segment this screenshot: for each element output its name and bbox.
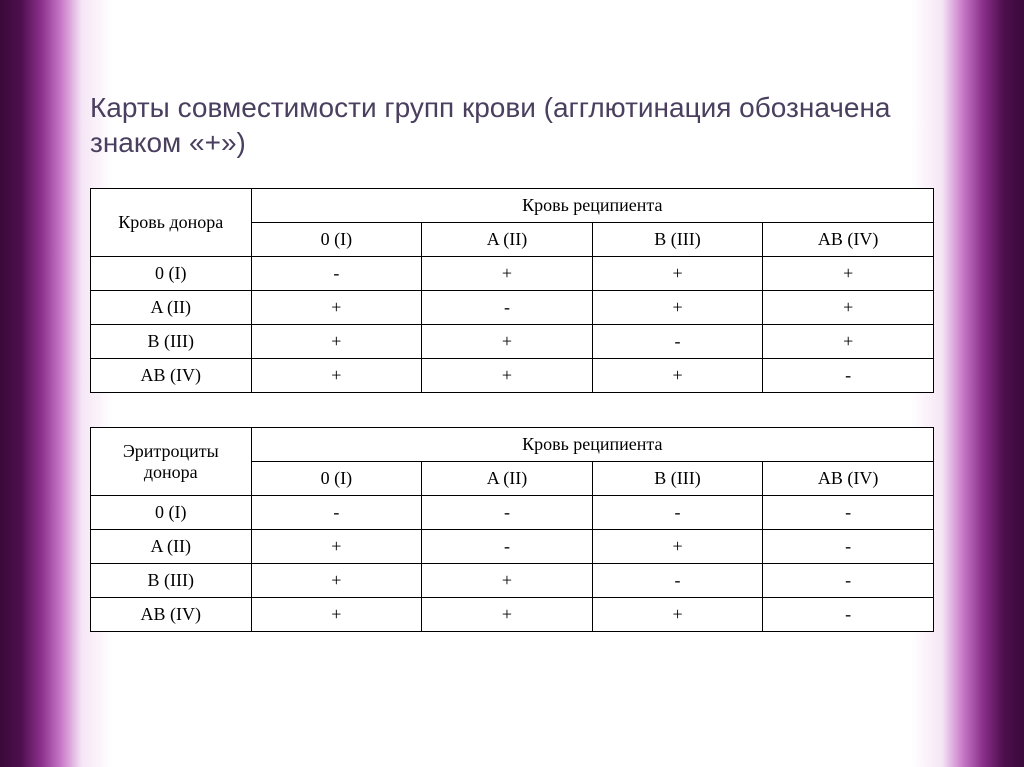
cell: -	[422, 496, 593, 530]
cell: +	[592, 530, 763, 564]
table-row: B (III) + + - +	[91, 325, 934, 359]
row-header: 0 (I)	[91, 257, 252, 291]
row-header: A (II)	[91, 291, 252, 325]
col-header-label: Кровь реципиента	[251, 428, 933, 462]
col-header: AB (IV)	[763, 462, 934, 496]
table-row: Кровь донора Кровь реципиента	[91, 189, 934, 223]
compatibility-table-2: Эритроциты донора Кровь реципиента 0 (I)…	[90, 427, 934, 632]
table-row: AB (IV) + + + -	[91, 598, 934, 632]
row-header: AB (IV)	[91, 598, 252, 632]
cell: +	[251, 359, 422, 393]
compatibility-table-1: Кровь донора Кровь реципиента 0 (I) A (I…	[90, 188, 934, 393]
table-row: B (III) + + - -	[91, 564, 934, 598]
cell: -	[763, 598, 934, 632]
cell: +	[592, 598, 763, 632]
cell: +	[592, 291, 763, 325]
cell: -	[592, 325, 763, 359]
col-header: 0 (I)	[251, 223, 422, 257]
col-header: AB (IV)	[763, 223, 934, 257]
table-row: 0 (I) - + + +	[91, 257, 934, 291]
cell: +	[422, 598, 593, 632]
col-header: A (II)	[422, 223, 593, 257]
cell: +	[251, 530, 422, 564]
cell: -	[592, 496, 763, 530]
cell: -	[763, 530, 934, 564]
cell: -	[251, 257, 422, 291]
row-header: B (III)	[91, 564, 252, 598]
cell: -	[763, 564, 934, 598]
cell: +	[251, 598, 422, 632]
row-header: AB (IV)	[91, 359, 252, 393]
col-header: B (III)	[592, 223, 763, 257]
table-row: A (II) + - + -	[91, 530, 934, 564]
col-header-label: Кровь реципиента	[251, 189, 933, 223]
cell: +	[763, 325, 934, 359]
cell: -	[763, 359, 934, 393]
row-header: A (II)	[91, 530, 252, 564]
cell: +	[763, 291, 934, 325]
table-row: 0 (I) - - - -	[91, 496, 934, 530]
table-row: Эритроциты донора Кровь реципиента	[91, 428, 934, 462]
cell: +	[422, 359, 593, 393]
cell: -	[251, 496, 422, 530]
cell: -	[422, 291, 593, 325]
row-header-label: Кровь донора	[91, 189, 252, 257]
cell: +	[251, 564, 422, 598]
cell: -	[592, 564, 763, 598]
cell: +	[422, 564, 593, 598]
col-header: A (II)	[422, 462, 593, 496]
row-header: B (III)	[91, 325, 252, 359]
table-row: A (II) + - + +	[91, 291, 934, 325]
cell: +	[251, 325, 422, 359]
table-row: AB (IV) + + + -	[91, 359, 934, 393]
cell: -	[422, 530, 593, 564]
cell: -	[763, 496, 934, 530]
col-header: 0 (I)	[251, 462, 422, 496]
cell: +	[251, 291, 422, 325]
cell: +	[592, 359, 763, 393]
page-title: Карты совместимости групп крови (агглюти…	[90, 90, 934, 160]
cell: +	[422, 325, 593, 359]
row-header: 0 (I)	[91, 496, 252, 530]
row-header-label: Эритроциты донора	[91, 428, 252, 496]
col-header: B (III)	[592, 462, 763, 496]
cell: +	[422, 257, 593, 291]
cell: +	[592, 257, 763, 291]
cell: +	[763, 257, 934, 291]
